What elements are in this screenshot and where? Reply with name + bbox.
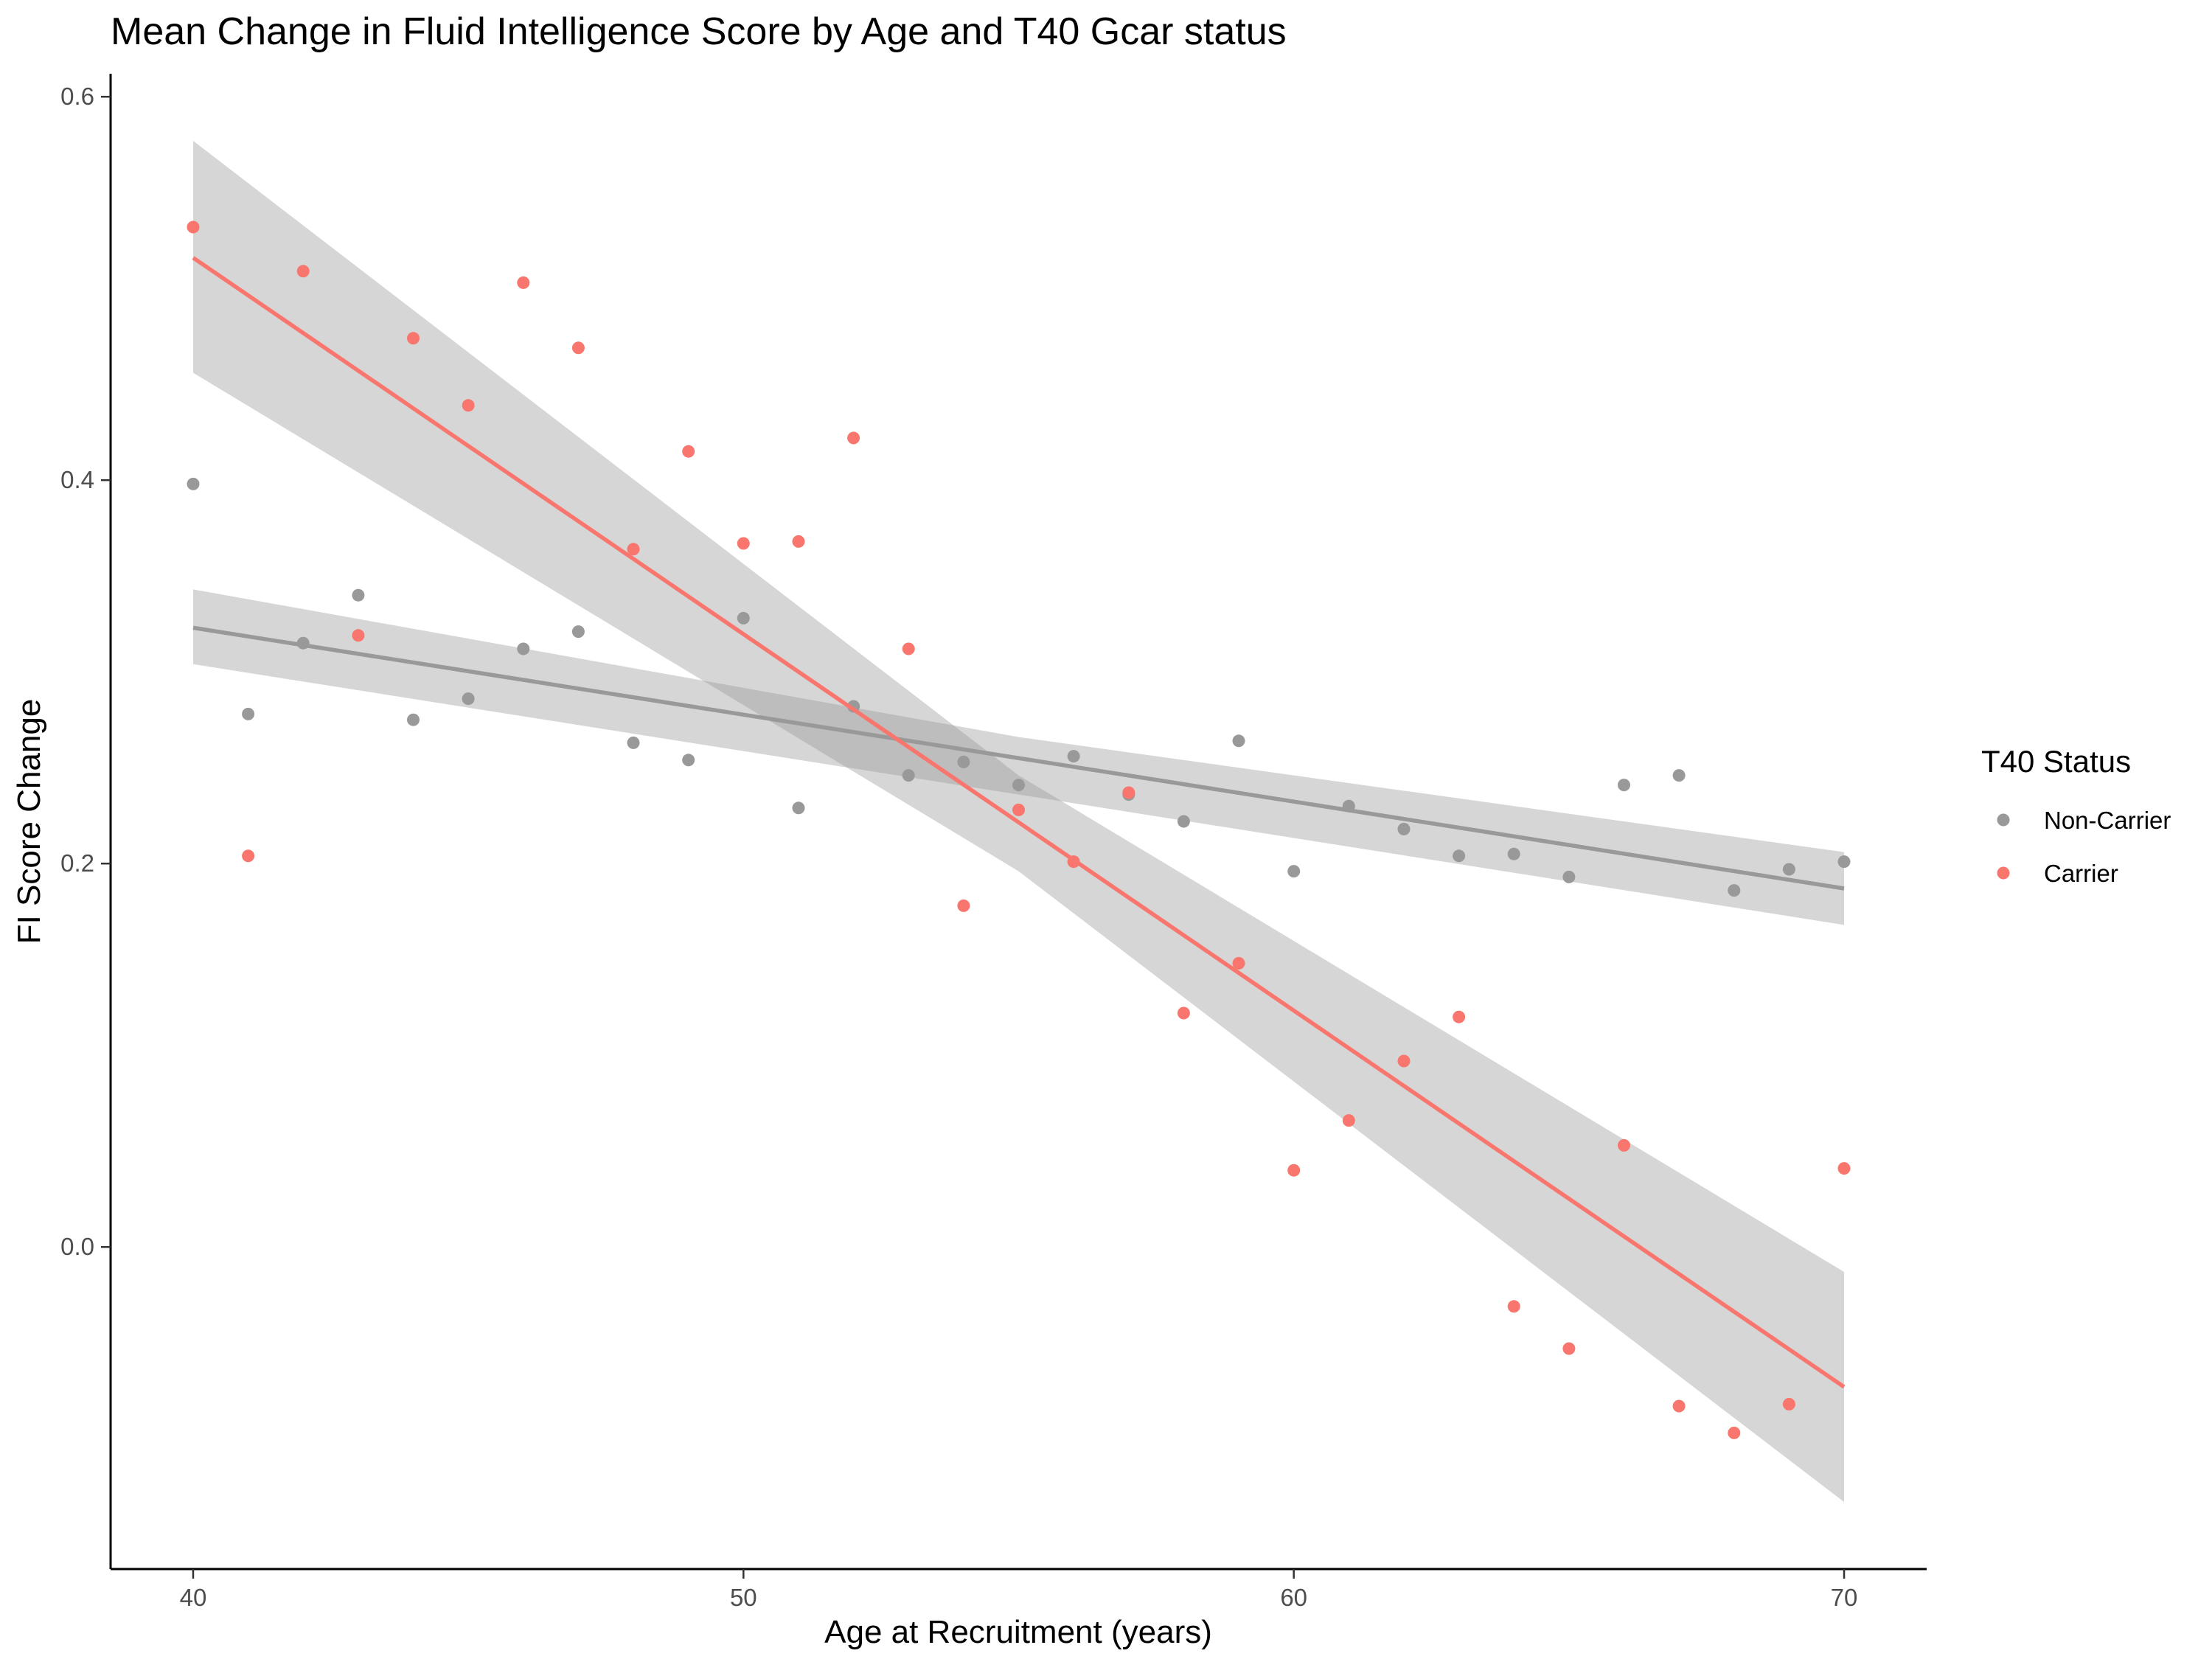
- point-series-1-5: [462, 399, 475, 412]
- point-series-1-1: [242, 849, 255, 863]
- point-series-1-25: [1562, 1342, 1576, 1355]
- legend: T40 Status Non-Carrier Carrier: [1981, 744, 2171, 887]
- point-series-1-10: [737, 537, 750, 550]
- data-points: [187, 220, 1851, 1439]
- point-series-0-30: [1837, 855, 1851, 869]
- point-series-1-8: [627, 543, 640, 556]
- point-series-1-30: [1837, 1162, 1851, 1175]
- point-series-1-0: [187, 220, 200, 234]
- point-series-1-7: [571, 341, 585, 355]
- point-series-1-15: [1012, 803, 1025, 816]
- point-series-0-23: [1453, 849, 1466, 863]
- point-series-0-24: [1507, 847, 1520, 860]
- point-series-1-13: [902, 642, 915, 655]
- point-series-1-11: [792, 535, 805, 548]
- y-tick-label: 0.0: [60, 1233, 94, 1260]
- point-series-1-6: [517, 276, 530, 289]
- point-series-0-14: [957, 755, 970, 768]
- y-tick-label: 0.4: [60, 466, 94, 493]
- point-series-0-28: [1728, 884, 1741, 897]
- point-series-1-17: [1122, 786, 1135, 799]
- point-series-0-25: [1562, 870, 1576, 883]
- point-series-0-10: [737, 611, 750, 625]
- point-series-1-14: [957, 899, 970, 912]
- plot-panel: [187, 141, 1851, 1502]
- point-series-0-19: [1232, 734, 1245, 748]
- point-series-0-3: [352, 588, 365, 602]
- point-series-1-9: [682, 445, 695, 458]
- point-series-1-24: [1507, 1300, 1520, 1313]
- chart-title: Mean Change in Fluid Intelligence Score …: [111, 10, 1287, 53]
- y-tick-label: 0.2: [60, 849, 94, 877]
- y-axis-ticks: 0.0 0.2 0.4 0.6: [60, 83, 111, 1260]
- point-series-1-2: [296, 265, 310, 278]
- point-series-1-27: [1672, 1399, 1686, 1413]
- point-series-1-26: [1618, 1138, 1630, 1152]
- point-series-1-4: [407, 332, 420, 345]
- x-axis-title: Age at Recruitment (years): [824, 1614, 1212, 1650]
- point-series-1-3: [352, 629, 365, 642]
- point-series-1-18: [1177, 1006, 1190, 1020]
- point-series-0-1: [242, 707, 255, 720]
- legend-label-series-1: Carrier: [2044, 860, 2118, 887]
- point-series-0-0: [187, 477, 200, 490]
- point-series-0-20: [1287, 865, 1301, 878]
- y-axis-title: FI Score Change: [11, 699, 47, 945]
- point-series-0-13: [902, 769, 915, 782]
- point-series-1-22: [1397, 1054, 1411, 1068]
- x-tick-label: 40: [180, 1584, 207, 1611]
- x-axis-ticks: 40 50 60 70: [180, 1569, 1858, 1611]
- point-series-1-28: [1728, 1426, 1741, 1439]
- point-series-0-6: [517, 642, 530, 655]
- point-series-0-8: [627, 736, 640, 749]
- point-series-0-5: [462, 692, 475, 706]
- point-series-0-29: [1782, 863, 1795, 876]
- fit-line-series-0: [192, 625, 1845, 891]
- fit-line-series-1: [192, 256, 1846, 1389]
- legend-items: Non-Carrier Carrier: [1997, 807, 2171, 887]
- point-series-0-22: [1397, 822, 1411, 835]
- point-series-1-23: [1453, 1010, 1466, 1023]
- point-series-0-18: [1177, 815, 1190, 828]
- x-tick-label: 70: [1831, 1584, 1858, 1611]
- y-tick-label: 0.6: [60, 83, 94, 110]
- legend-key-series-1: [1997, 866, 2010, 880]
- point-series-0-9: [682, 754, 695, 767]
- point-series-0-11: [792, 801, 805, 815]
- point-series-1-12: [847, 431, 860, 445]
- legend-title: T40 Status: [1981, 744, 2131, 779]
- point-series-1-29: [1782, 1397, 1795, 1411]
- fit-lines: [192, 256, 1846, 1389]
- point-series-1-19: [1232, 956, 1245, 970]
- x-tick-label: 50: [730, 1584, 757, 1611]
- point-series-1-20: [1287, 1164, 1301, 1177]
- point-series-0-15: [1012, 779, 1025, 792]
- point-series-0-7: [571, 625, 585, 639]
- point-series-1-21: [1342, 1114, 1355, 1127]
- point-series-0-16: [1067, 750, 1080, 763]
- point-series-0-27: [1672, 769, 1686, 782]
- x-tick-label: 60: [1280, 1584, 1307, 1611]
- legend-label-series-0: Non-Carrier: [2044, 807, 2171, 834]
- point-series-0-4: [407, 713, 420, 726]
- point-series-0-26: [1618, 779, 1630, 792]
- legend-key-series-0: [1997, 813, 2010, 827]
